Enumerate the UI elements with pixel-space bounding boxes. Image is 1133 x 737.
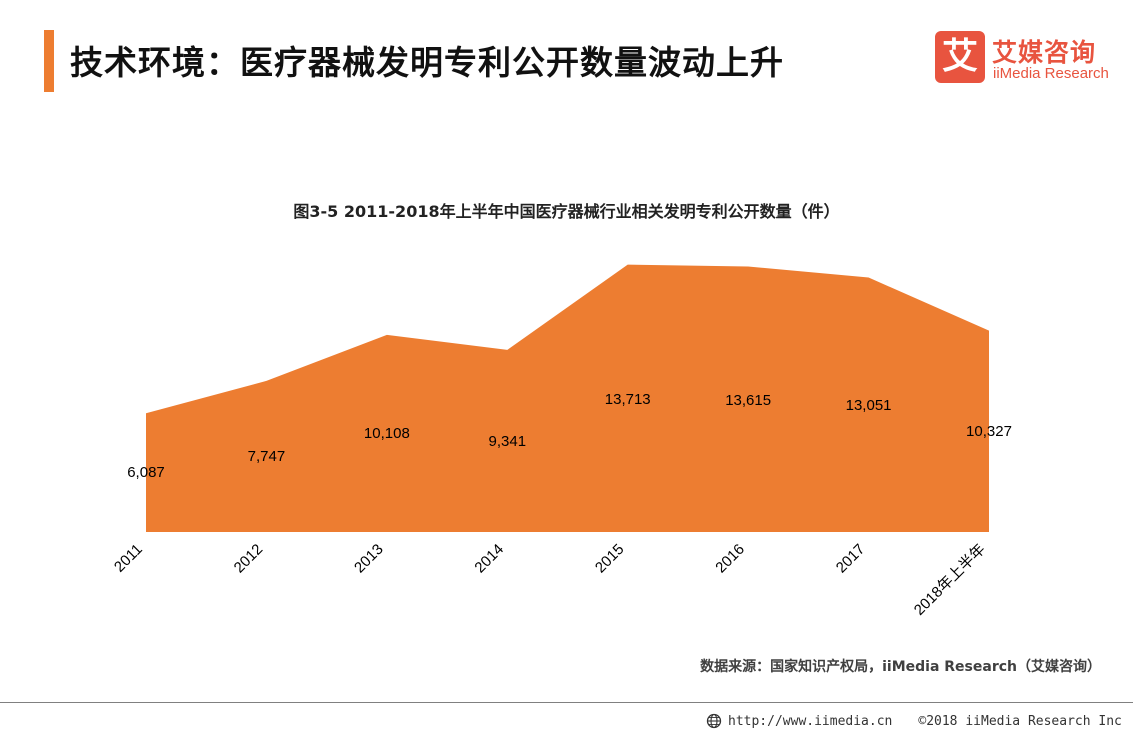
footer-divider	[0, 702, 1133, 703]
data-label: 7,747	[248, 448, 286, 465]
data-label: 13,051	[846, 397, 892, 414]
data-label: 13,615	[725, 392, 771, 409]
globe-icon	[706, 713, 722, 729]
x-tick-label: 2011	[111, 541, 146, 576]
title-accent-bar	[44, 30, 54, 92]
x-tick-label: 2014	[471, 541, 507, 577]
data-source: 数据来源：国家知识产权局，iiMedia Research（艾媒咨询）	[700, 659, 1101, 675]
brand-logo[interactable]: 艾 艾媒咨询 iiMedia Research	[935, 31, 1115, 87]
logo-en-text: iiMedia Research	[993, 65, 1109, 82]
x-tick-label: 2015	[592, 541, 628, 577]
x-tick-label: 2016	[712, 541, 748, 577]
data-label: 6,087	[127, 464, 165, 481]
footer: http://www.iimedia.cn ©2018 iiMedia Rese…	[706, 713, 1133, 729]
logo-mark-icon: 艾	[935, 31, 985, 83]
x-tick-label: 2018年上半年	[911, 541, 989, 619]
data-label: 13,713	[605, 391, 651, 408]
footer-url-link[interactable]: http://www.iimedia.cn	[728, 713, 893, 729]
page-title: 技术环境：医疗器械发明专利公开数量波动上升	[70, 43, 784, 82]
data-label: 9,341	[489, 433, 527, 450]
area-series	[146, 264, 989, 532]
x-tick-label: 2012	[231, 541, 267, 577]
logo-cn-text: 艾媒咨询	[992, 38, 1097, 67]
chart-title: 图3-5 2011-2018年上半年中国医疗器械行业相关发明专利公开数量（件）	[293, 202, 840, 221]
data-label: 10,108	[364, 425, 410, 442]
data-label: 10,327	[966, 423, 1012, 440]
x-tick-label: 2013	[351, 541, 387, 577]
x-tick-label: 2017	[833, 541, 869, 577]
footer-copyright: ©2018 iiMedia Research Inc	[918, 713, 1122, 729]
